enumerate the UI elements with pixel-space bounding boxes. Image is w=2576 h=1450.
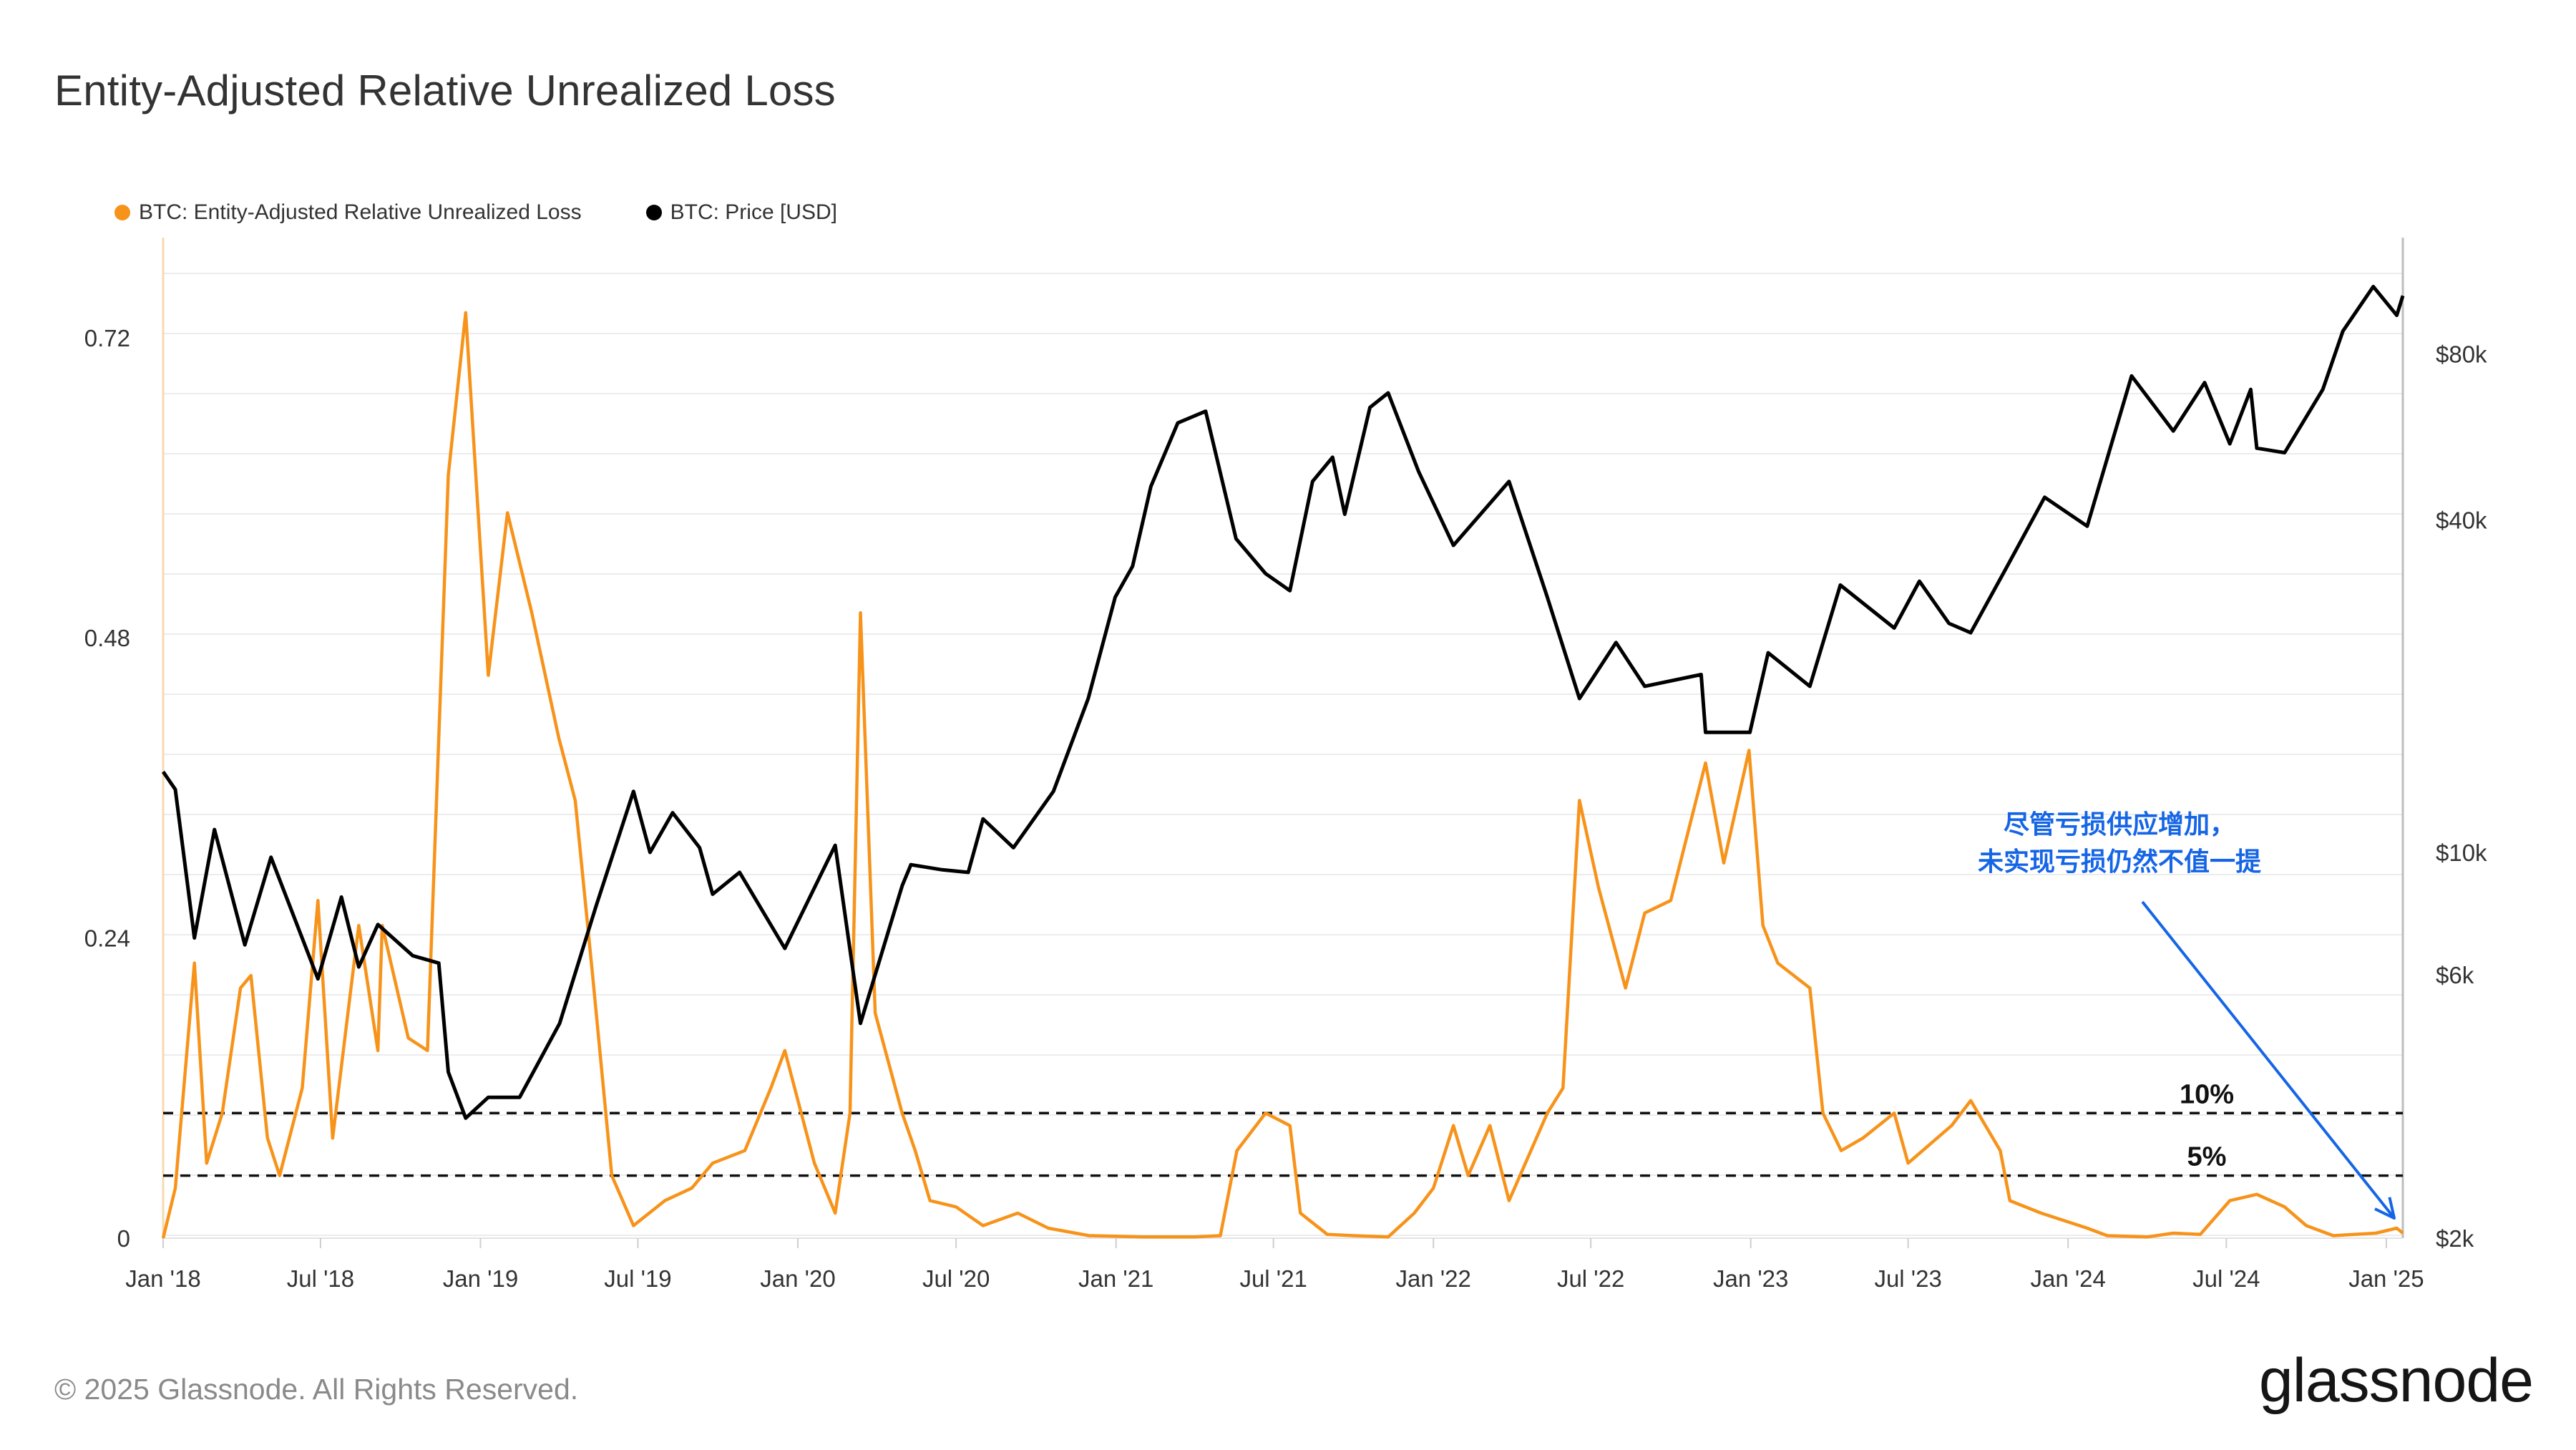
y-left-tick-label: 0 [117,1225,130,1252]
series-line-btc-price [161,284,2405,1120]
reference-label-5pct: 5% [2187,1142,2227,1172]
y-right-tick-label: $6k [2436,962,2474,988]
y-right-tick-label: $80k [2436,341,2487,368]
legend: BTC: Entity-Adjusted Relative Unrealized… [114,200,902,225]
series-line-unrealized-loss [161,311,2404,1239]
x-tick-label: Jan '21 [1078,1265,1153,1292]
legend-label-price: BTC: Price [USD] [670,200,837,224]
legend-dot-price [645,205,662,220]
x-tick-label: Jul '22 [1557,1265,1624,1292]
x-tick-label: Jan '19 [443,1265,518,1292]
legend-dot-loss [114,205,130,220]
x-tick-label: Jan '25 [2348,1265,2424,1292]
x-tick-label: Jan '24 [2031,1265,2106,1292]
reference-label-10pct: 10% [2180,1079,2234,1109]
legend-item-price[interactable]: BTC: Price [USD] [645,200,837,225]
y-left-tick-label: 0.24 [84,925,130,952]
x-tick-label: Jul '21 [1239,1265,1307,1292]
annotation-text-line: 未实现亏损仍然不值一提 [1978,847,2261,877]
annotation-arrow-head [2374,1197,2396,1220]
x-tick-label: Jul '23 [1874,1265,1941,1292]
legend-item-loss[interactable]: BTC: Entity-Adjusted Relative Unrealized… [114,200,582,225]
x-tick-label: Jan '18 [125,1265,200,1292]
x-tick-label: Jul '24 [2192,1265,2260,1292]
x-tick-label: Jan '23 [1713,1265,1788,1292]
copyright-footer: © 2025 Glassnode. All Rights Reserved. [54,1373,579,1406]
y-right-tick-label: $40k [2436,507,2487,534]
y-left-tick-label: 0.48 [84,625,130,651]
x-tick-label: Jul '20 [922,1265,990,1292]
x-tick-label: Jul '18 [287,1265,354,1292]
x-tick-label: Jan '20 [760,1265,835,1292]
y-right-tick-label: $2k [2436,1225,2474,1252]
y-left-tick-label: 0.72 [84,325,130,351]
x-tick-label: Jul '19 [604,1265,671,1292]
annotation-text-line: 尽管亏损供应增加， [2004,810,2235,840]
x-tick-label: Jan '22 [1396,1265,1471,1292]
annotation-arrow-line [2141,900,2396,1220]
y-right-tick-label: $10k [2436,840,2487,866]
legend-label-loss: BTC: Entity-Adjusted Relative Unrealized… [139,200,582,224]
chart-title: Entity-Adjusted Relative Unrealized Loss [54,67,836,115]
glassnode-logo: glassnode [2258,1346,2534,1415]
